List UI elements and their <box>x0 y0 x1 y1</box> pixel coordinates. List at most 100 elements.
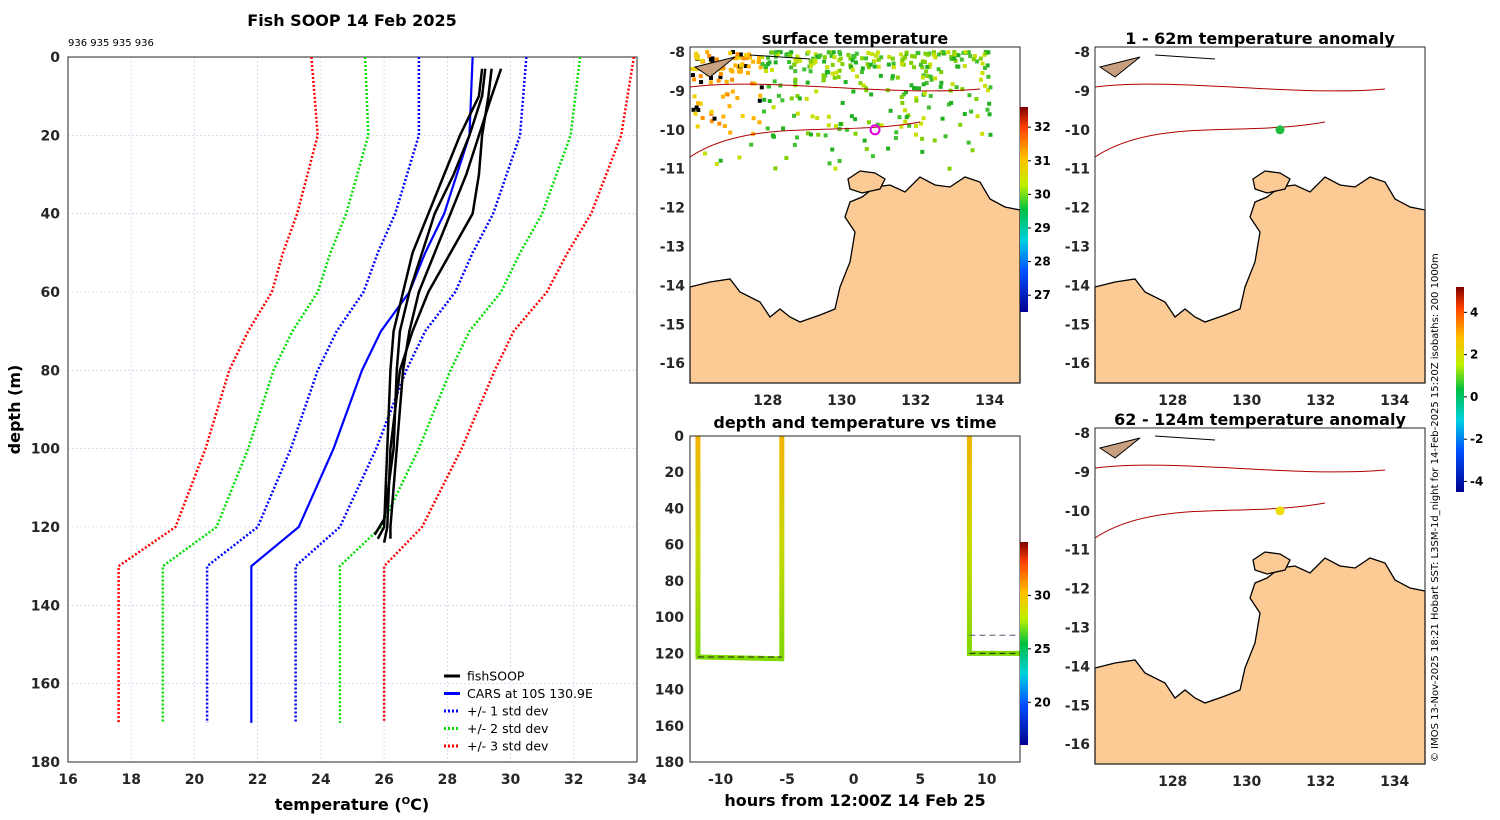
sst-pixel <box>722 124 727 129</box>
sst-pixel <box>886 146 891 151</box>
sst-pixel <box>870 154 875 159</box>
sst-pixel <box>823 133 828 138</box>
profile-location-marker <box>869 124 881 136</box>
sst-pixel <box>980 61 985 66</box>
x-tick-label: 34 <box>627 772 647 788</box>
sst-pixel <box>793 77 798 82</box>
colorbar-tick-label: 30 <box>1034 588 1051 602</box>
sst-pixel <box>922 60 927 65</box>
sst-pixel <box>939 50 944 55</box>
sst-pixel <box>860 56 865 61</box>
sst-pixel <box>776 93 781 98</box>
chart-title: Fish SOOP 14 Feb 2025 <box>247 11 456 30</box>
sst-pixel <box>897 115 902 120</box>
lat-tick-label: -11 <box>1065 543 1090 559</box>
sst-pixel <box>958 122 963 127</box>
sst-pixel <box>730 77 735 82</box>
lat-tick-label: -15 <box>660 317 685 333</box>
sst-pixel <box>690 73 695 78</box>
y-tick-label: 60 <box>665 538 685 554</box>
x-tick-label: 28 <box>438 772 457 788</box>
land-mass <box>1094 170 1426 384</box>
sst-pixel <box>866 120 871 125</box>
fishsoop-profile-line <box>373 68 487 536</box>
lon-tick-label: 134 <box>1380 774 1409 790</box>
sst-pixel <box>749 142 754 147</box>
sst-pixel <box>788 53 793 58</box>
sst-pixel <box>954 85 959 90</box>
sst-pixel <box>936 67 941 72</box>
sst-pixel <box>792 113 797 118</box>
sst-pixel <box>773 166 778 171</box>
lat-tick-label: -12 <box>1065 582 1090 598</box>
sst-pixel <box>712 116 717 121</box>
sst-pixel <box>864 147 869 152</box>
sst-pixel <box>983 65 988 70</box>
sst-pixel <box>850 67 855 72</box>
sst-pixel <box>832 55 837 60</box>
sst-pixel <box>849 65 854 70</box>
sst-pixel <box>988 85 993 90</box>
sst-pixel <box>870 52 875 57</box>
x-tick-label: 20 <box>185 772 205 788</box>
sst-pixel <box>890 74 895 79</box>
sst-pixel <box>918 62 923 67</box>
map-frame <box>1094 427 1426 765</box>
sst-pixel <box>887 54 892 59</box>
sst-pixel <box>859 69 864 74</box>
y-tick-label: 120 <box>655 646 684 662</box>
lon-tick-label: 134 <box>1380 393 1409 409</box>
sst-pixel <box>875 50 880 55</box>
sst-pixel <box>734 55 739 60</box>
sst-pixel <box>830 62 835 67</box>
sst-pixel <box>837 68 842 73</box>
sst-pixel <box>933 76 938 81</box>
sst-pixel <box>925 64 930 69</box>
isobath-1000m <box>1094 83 1386 92</box>
sst-pixel <box>710 59 715 64</box>
sst-pixel <box>920 136 925 141</box>
sst-pixel <box>695 56 700 61</box>
x-tick-label: 24 <box>311 772 331 788</box>
sst-pixel <box>771 105 776 110</box>
sst-pixel <box>904 115 909 120</box>
y-tick-label: 80 <box>41 363 61 379</box>
sst-pixel <box>804 96 809 101</box>
fishsoop-profile-line <box>376 68 484 540</box>
sst-pixel <box>813 52 818 57</box>
sst-pixel <box>759 85 764 90</box>
sst-pixel <box>770 133 775 138</box>
sst-pixel <box>986 50 991 55</box>
sst-pixel <box>696 101 701 106</box>
sst-pixel <box>707 53 712 58</box>
sst-pixel <box>850 58 855 63</box>
isobath-200m <box>1094 502 1326 539</box>
sst-colorbar <box>1020 107 1028 312</box>
sst-pixel <box>822 55 827 60</box>
sst-pixel <box>971 57 976 62</box>
sst-pixel <box>831 50 836 55</box>
sst-pixel <box>838 122 843 127</box>
sst-pixel <box>972 54 977 59</box>
lon-tick-label: 132 <box>1306 774 1335 790</box>
colorbar-tick-label: -4 <box>1470 474 1483 488</box>
sst-pixel <box>913 132 918 137</box>
sst-pixel <box>844 127 849 132</box>
sst-pixel <box>773 50 778 55</box>
sst-pixel <box>709 111 714 116</box>
sst-pixel <box>959 57 964 62</box>
lon-tick-label: 130 <box>1232 393 1261 409</box>
sst-pixel <box>980 71 985 76</box>
sst-pixel <box>855 74 860 79</box>
isobath-1000m <box>689 83 981 92</box>
sst-pixel <box>826 50 831 55</box>
sst-pixel <box>720 94 725 99</box>
sst-pixel <box>784 156 789 161</box>
sst-pixel <box>928 74 933 79</box>
sst-pixel <box>717 121 722 126</box>
sst-pixel <box>746 52 751 57</box>
colorbar-tick-label: 2 <box>1470 348 1478 362</box>
sst-pixel <box>708 75 713 80</box>
sst-pixel <box>919 121 924 126</box>
sst-pixel <box>895 75 900 80</box>
